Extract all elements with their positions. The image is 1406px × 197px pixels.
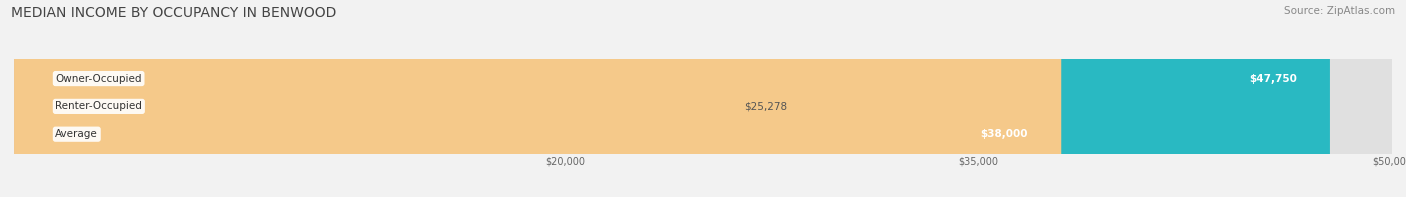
Text: $38,000: $38,000: [980, 129, 1028, 139]
FancyBboxPatch shape: [14, 0, 1392, 197]
Text: Average: Average: [55, 129, 98, 139]
Text: MEDIAN INCOME BY OCCUPANCY IN BENWOOD: MEDIAN INCOME BY OCCUPANCY IN BENWOOD: [11, 6, 336, 20]
Text: Owner-Occupied: Owner-Occupied: [55, 73, 142, 84]
Text: $47,750: $47,750: [1249, 73, 1296, 84]
Text: Source: ZipAtlas.com: Source: ZipAtlas.com: [1284, 6, 1395, 16]
FancyBboxPatch shape: [14, 0, 710, 197]
FancyBboxPatch shape: [14, 0, 1062, 197]
Text: $25,278: $25,278: [744, 101, 787, 111]
FancyBboxPatch shape: [14, 0, 1330, 197]
Text: Renter-Occupied: Renter-Occupied: [55, 101, 142, 111]
FancyBboxPatch shape: [14, 0, 1392, 197]
FancyBboxPatch shape: [14, 0, 1392, 197]
